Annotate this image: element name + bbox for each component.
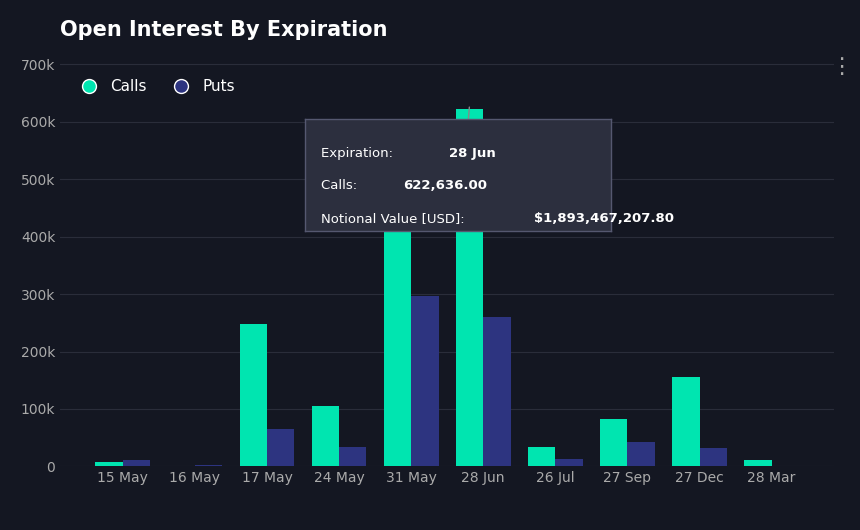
Text: 622,636.00: 622,636.00 [403, 179, 487, 192]
Bar [384, 145, 411, 466]
Text: $1,893,467,207.80: $1,893,467,207.80 [534, 211, 674, 225]
Bar [267, 429, 294, 466]
Bar [168, 465, 195, 466]
Bar [600, 419, 628, 466]
Text: 28 Jun: 28 Jun [449, 147, 495, 160]
Text: Notional Value [USD]:: Notional Value [USD]: [321, 211, 469, 225]
Text: Calls:: Calls: [321, 179, 361, 192]
Text: Expiration:: Expiration: [321, 147, 396, 160]
Bar [195, 465, 222, 466]
Bar [456, 109, 483, 466]
Legend: Calls, Puts: Calls, Puts [68, 73, 241, 100]
Bar [240, 324, 267, 466]
Bar [699, 448, 727, 466]
Bar [628, 441, 654, 466]
Bar [744, 460, 771, 466]
Bar [123, 460, 150, 466]
Text: ⋮: ⋮ [830, 57, 852, 77]
Bar [311, 406, 339, 466]
Bar [556, 459, 583, 466]
Bar [483, 317, 511, 466]
Bar [339, 447, 366, 466]
Text: Open Interest By Expiration: Open Interest By Expiration [60, 20, 388, 40]
Bar [528, 447, 556, 466]
Bar [673, 377, 699, 466]
Bar [95, 462, 123, 466]
Bar [411, 296, 439, 466]
